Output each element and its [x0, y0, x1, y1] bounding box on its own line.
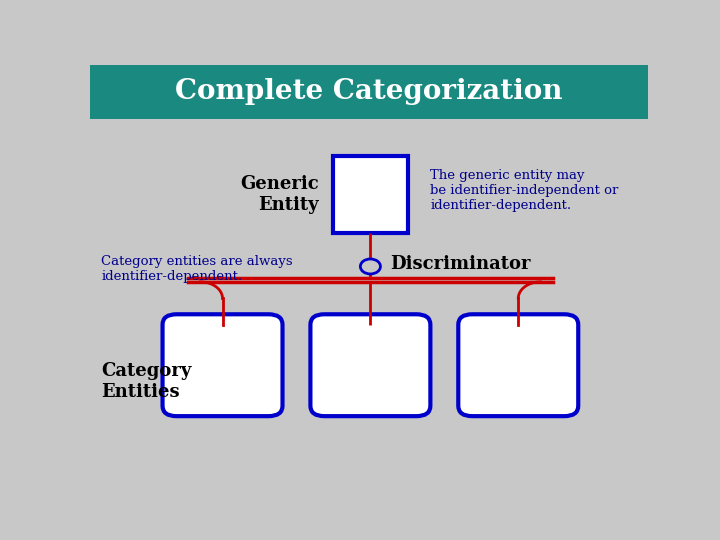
Text: Complete Categorization: Complete Categorization	[175, 78, 563, 105]
Text: Category
Entities: Category Entities	[101, 362, 192, 401]
Text: Discriminator: Discriminator	[390, 255, 531, 273]
FancyBboxPatch shape	[310, 314, 431, 416]
Bar	[90, 65, 648, 119]
FancyBboxPatch shape	[163, 314, 282, 416]
FancyBboxPatch shape	[459, 314, 578, 416]
Text: Category entities are always
identifier-dependent.: Category entities are always identifier-…	[101, 254, 293, 282]
Text: Generic
Entity: Generic Entity	[240, 176, 319, 214]
Text: The generic entity may
be identifier-independent or
identifier-dependent.: The generic entity may be identifier-ind…	[431, 169, 618, 212]
Circle shape	[360, 259, 380, 274]
FancyBboxPatch shape	[333, 156, 408, 233]
